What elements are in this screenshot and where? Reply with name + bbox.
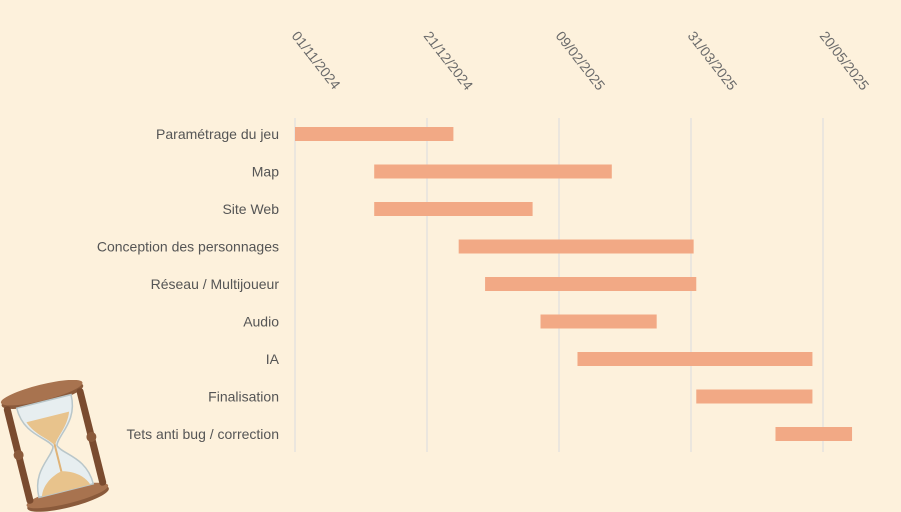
task-bar <box>485 277 697 291</box>
task-bar <box>458 239 694 254</box>
task-label: Paramétrage du jeu <box>156 126 279 142</box>
x-tick-label: 21/12/2024 <box>421 28 477 93</box>
task-label: Finalisation <box>208 389 279 405</box>
task-bar <box>295 127 454 141</box>
task-bar <box>374 202 533 216</box>
task-label: Tets anti bug / correction <box>126 426 279 442</box>
task-label: Conception des personnages <box>97 239 279 255</box>
task-bar <box>540 314 657 329</box>
task-label: Map <box>252 164 279 180</box>
task-bar <box>374 164 612 179</box>
task-label: Réseau / Multijoueur <box>151 276 280 292</box>
task-bar <box>577 352 813 366</box>
x-tick-label: 31/03/2025 <box>685 28 741 93</box>
task-label: IA <box>266 351 280 367</box>
task-label: Site Web <box>222 201 279 217</box>
task-label: Audio <box>243 314 279 330</box>
task-bar <box>696 389 813 404</box>
x-tick-label: 20/05/2025 <box>817 28 873 93</box>
x-tick-label: 01/11/2024 <box>289 28 344 92</box>
x-tick-label: 09/02/2025 <box>553 28 609 93</box>
task-bar <box>775 427 853 441</box>
hourglass-icon <box>0 380 109 512</box>
